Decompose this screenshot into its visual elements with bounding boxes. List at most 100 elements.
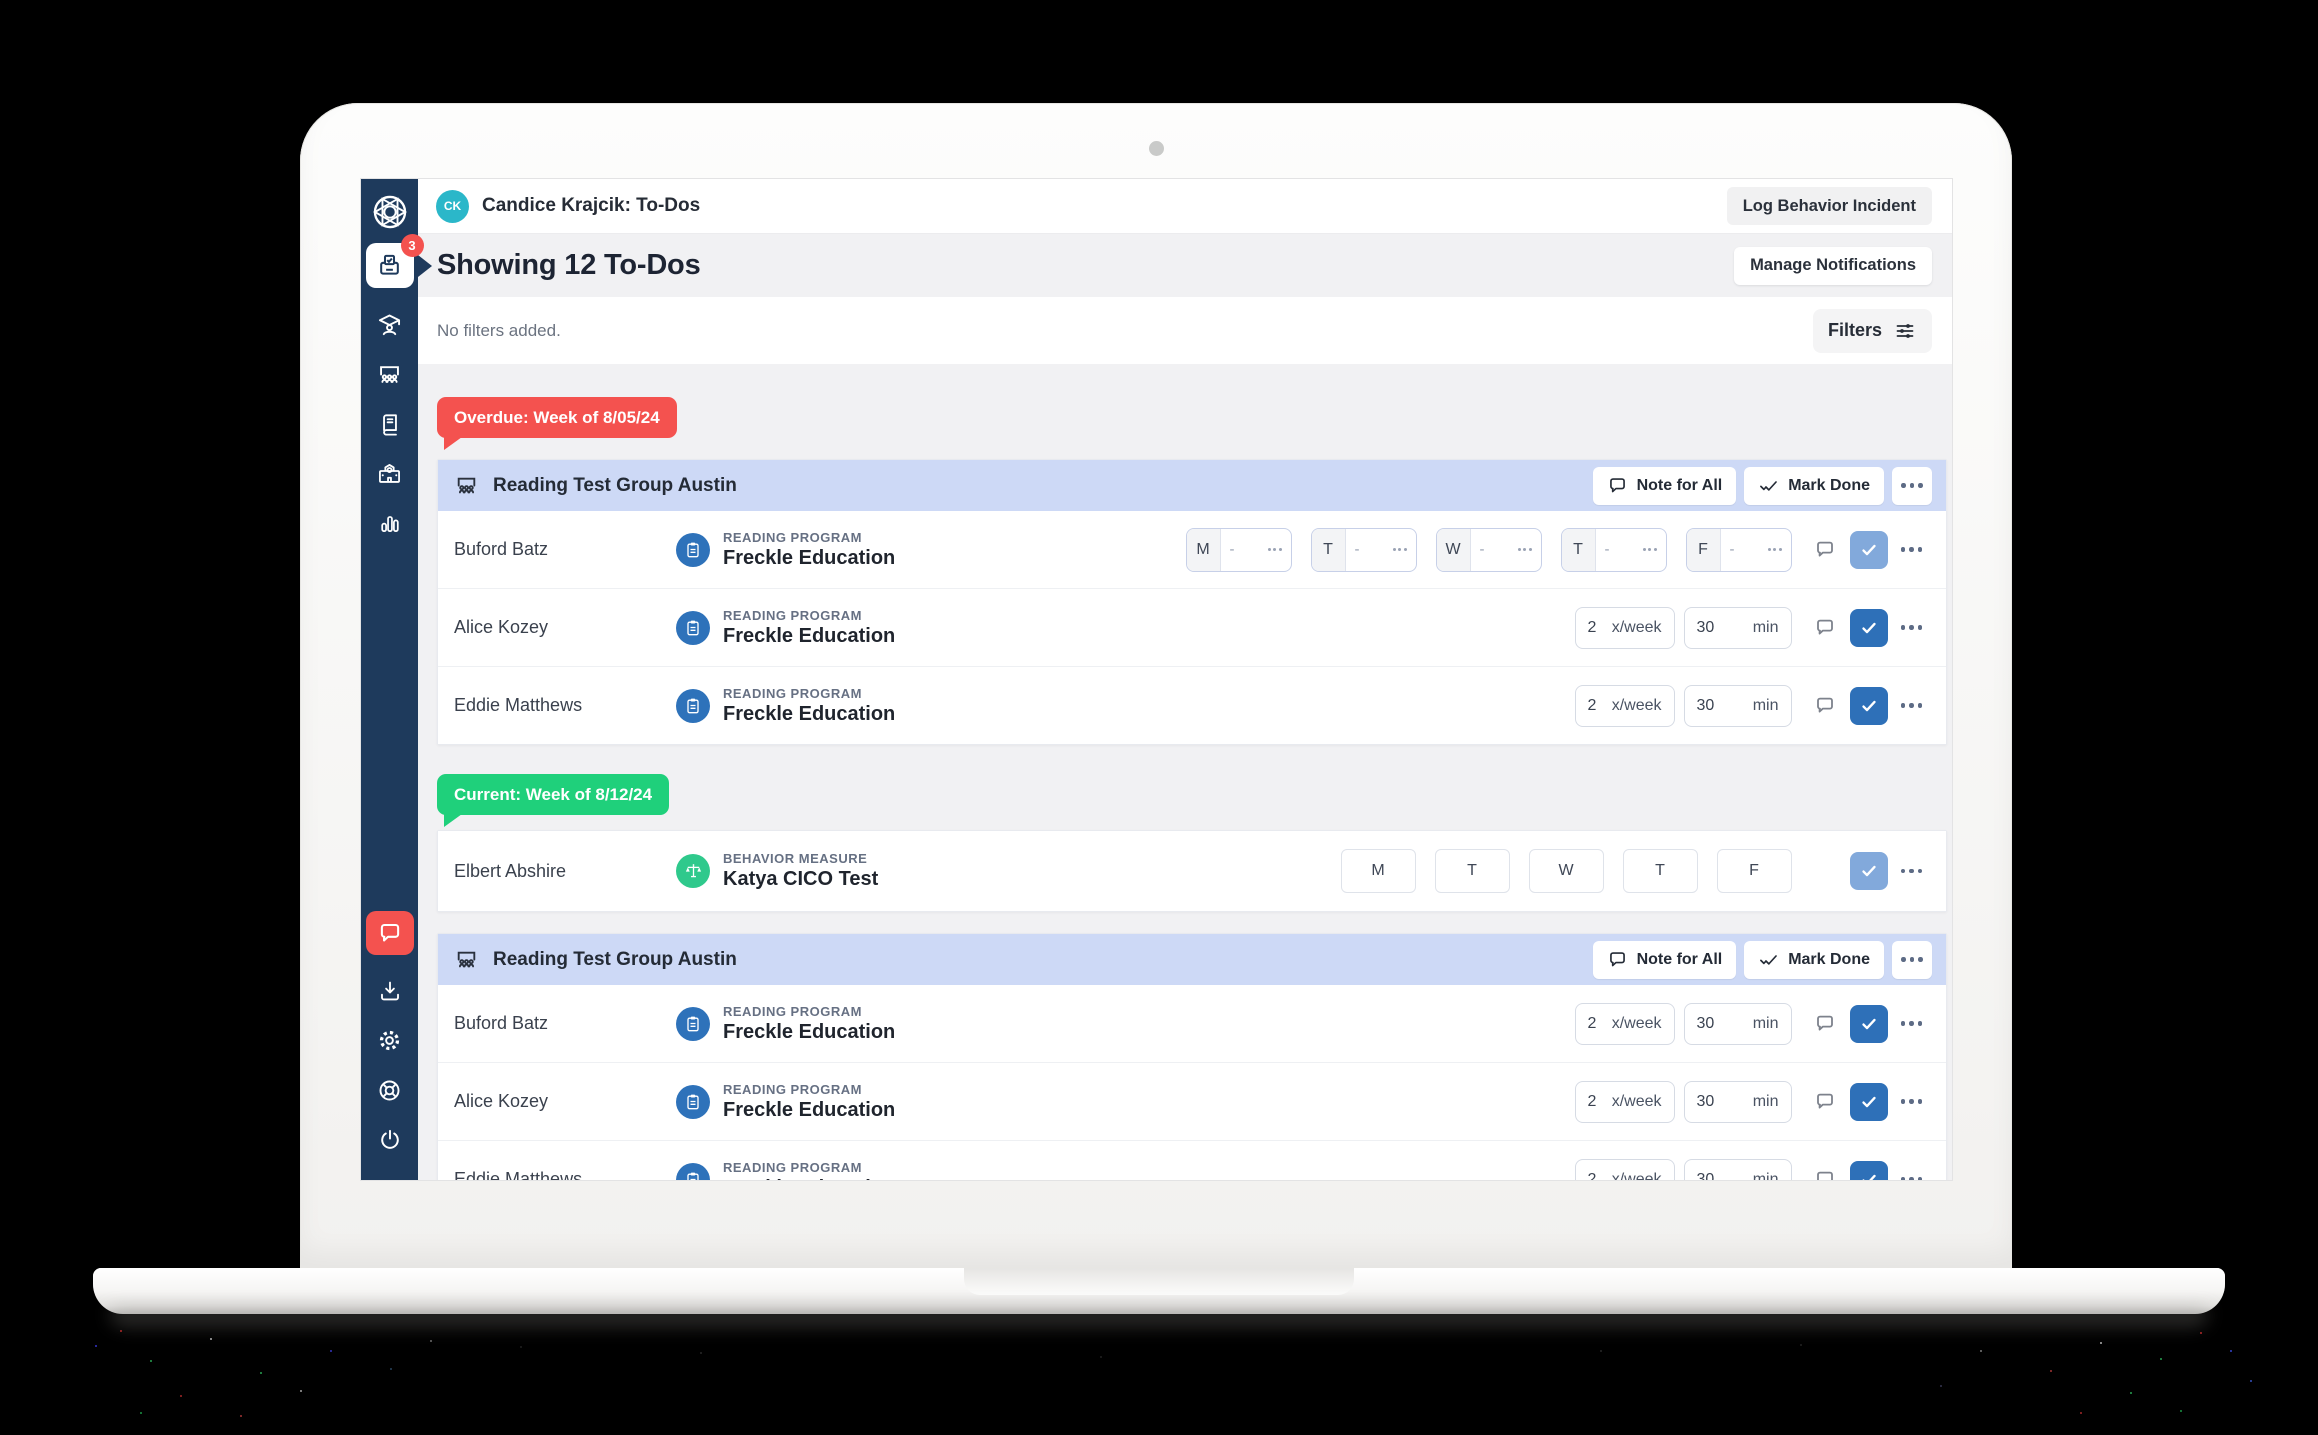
sidebar-item-feedback[interactable] [365,911,414,955]
day-entry-tuesday[interactable]: T - [1310,527,1417,572]
row-more-button[interactable] [1900,703,1922,708]
comment-button[interactable] [1813,694,1837,718]
row-controls: 2 x/week 30 min [1574,1158,1922,1181]
note-bubble-icon [1609,952,1625,967]
todo-row: Alice Kozey READING PROGRAM Freckle Educ… [438,1062,1946,1140]
filters-button[interactable]: Filters [1812,308,1932,353]
comment-button[interactable] [1813,1090,1837,1114]
duration-input[interactable]: 30 min [1683,1002,1792,1045]
log-behavior-incident-button[interactable]: Log Behavior Incident [1726,187,1932,225]
todo-count-badge: 3 [400,234,424,257]
mark-done-check-button[interactable] [1849,852,1888,890]
row-more-button[interactable] [1900,868,1922,874]
row-tail [1813,530,1922,569]
todo-row: Buford Batz READING PROGRAM Freckle Educ… [438,985,1946,1062]
sidebar-item-logout[interactable] [377,1127,403,1153]
day-entry-monday[interactable]: M - [1185,527,1292,572]
day-entry-wednesday[interactable]: W - [1435,527,1542,572]
mark-done-check-button[interactable] [1849,530,1888,569]
sidebar-item-reports[interactable] [377,510,403,536]
sidebar-item-library[interactable] [377,411,403,437]
program-name: Katya CICO Test [723,868,879,890]
comment-bubble-icon [1816,619,1833,634]
mark-done-check-button[interactable] [1849,686,1888,725]
row-more-button[interactable] [1900,1099,1922,1104]
mark-done-check-button[interactable] [1849,1004,1888,1043]
comment-button[interactable] [1813,1168,1837,1180]
frequency-unit: x/week [1611,696,1662,714]
frequency-input[interactable]: 2 x/week [1574,684,1675,727]
duration-unit: min [1752,696,1779,714]
sidebar-item-students[interactable] [376,311,403,338]
duration-input[interactable]: 30 min [1683,1158,1792,1181]
reading-program-icon [676,1006,710,1041]
day-letter: M [1186,528,1221,571]
frequency-input[interactable]: 2 x/week [1574,1158,1675,1180]
mark-done-check-button[interactable] [1849,1082,1888,1121]
day-buttons: M T W T F [1340,849,1792,893]
comment-button[interactable] [1813,1012,1837,1036]
day-entry-friday[interactable]: F - [1685,527,1792,572]
mark-done-check-button[interactable] [1849,1160,1888,1180]
mark-done-check-button[interactable] [1849,608,1888,647]
note-for-all-label: Note for All [1636,476,1723,494]
sidebar-item-groups[interactable] [376,361,403,388]
day-button-wednesday[interactable]: W [1528,849,1604,893]
sidebar-item-help[interactable] [376,1077,403,1104]
mini-ellipsis-icon [1392,548,1407,551]
duration-input[interactable]: 30 min [1683,1080,1792,1123]
note-for-all-button[interactable]: Note for All [1592,466,1737,505]
row-more-button[interactable] [1900,1021,1922,1026]
day-button-thursday[interactable]: T [1622,849,1698,893]
comment-button[interactable] [1813,616,1837,640]
single-todo-card: Elbert Abshire [437,830,1947,912]
program-category: READING PROGRAM [723,1159,862,1175]
student-name: Eddie Matthews [454,1169,583,1180]
day-entry-thursday[interactable]: T - [1560,527,1667,572]
duration-unit: min [1752,1170,1779,1181]
day-button-monday[interactable]: M [1340,849,1416,893]
comment-button[interactable] [1813,538,1837,562]
sidebar-item-todos-active[interactable]: 3 [365,234,424,288]
todo-row: Eddie Matthews READING PROGRAM Freckle E… [438,1140,1946,1180]
brand-logo-icon[interactable] [371,193,409,231]
avatar[interactable]: CK [436,189,469,223]
mini-ellipsis-icon [1517,548,1532,551]
frequency-input[interactable]: 2 x/week [1574,1002,1675,1045]
frequency-value: 2 [1587,1092,1597,1110]
clipboard-icon [687,620,699,635]
sidebar-item-settings[interactable] [376,1027,403,1054]
check-icon [1861,622,1876,633]
filters-empty-text: No filters added. [437,320,561,340]
program-name: Freckle Education [723,624,896,647]
duration-input[interactable]: 30 min [1683,684,1792,727]
sidebar: 3 [361,179,424,1180]
duration-value: 30 [1696,618,1715,636]
mark-done-label: Mark Done [1788,950,1870,968]
note-for-all-button[interactable]: Note for All [1592,940,1737,979]
row-controls: 2 x/week 30 min [1574,1080,1922,1123]
frequency-entries: 2 x/week 30 min [1574,1158,1792,1181]
sidebar-item-schools[interactable] [376,460,403,487]
group-more-button[interactable] [1892,466,1932,505]
manage-notifications-button[interactable]: Manage Notifications [1734,246,1932,285]
row-more-button[interactable] [1900,547,1922,552]
row-more-button[interactable] [1900,625,1922,630]
duration-input[interactable]: 30 min [1683,606,1792,649]
frequency-input[interactable]: 2 x/week [1574,1080,1675,1123]
program-info: READING PROGRAM Freckle Education [676,608,895,648]
sidebar-item-downloads[interactable] [377,978,403,1004]
row-controls: M T W T F [1340,849,1922,893]
shadow-noise-artifacts [0,0,2,2]
row-tail [1813,1160,1922,1180]
day-button-tuesday[interactable]: T [1434,849,1510,893]
row-more-button[interactable] [1900,1177,1922,1180]
day-button-friday[interactable]: F [1716,849,1792,893]
laptop-base-notch [964,1268,1354,1295]
mini-ellipsis-icon [1642,548,1657,551]
group-more-button[interactable] [1892,940,1932,979]
group-title: Reading Test Group Austin [493,474,737,496]
mark-done-button[interactable]: Mark Done [1744,940,1884,979]
mark-done-button[interactable]: Mark Done [1744,466,1884,505]
frequency-input[interactable]: 2 x/week [1574,606,1675,649]
